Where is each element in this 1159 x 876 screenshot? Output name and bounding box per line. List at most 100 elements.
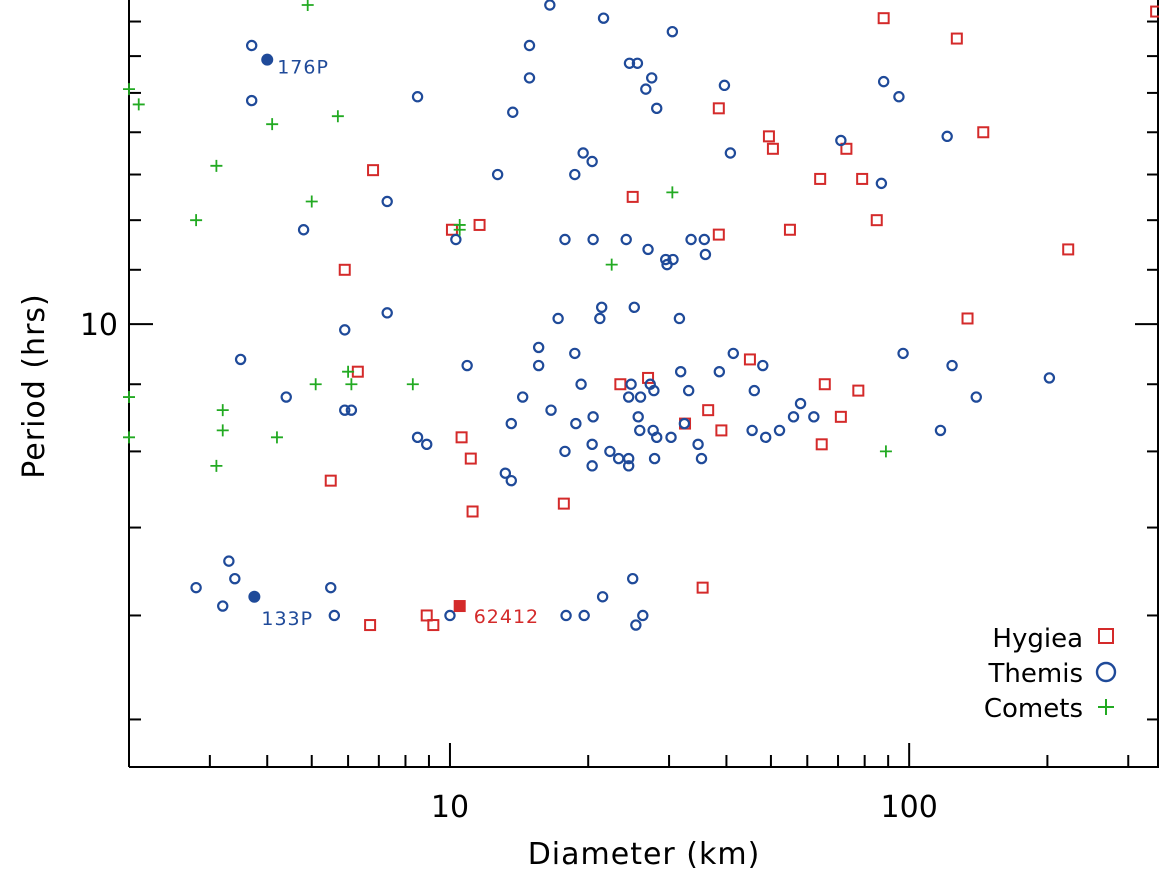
data-point <box>587 233 599 246</box>
data-point <box>646 72 658 84</box>
data-point <box>970 391 982 403</box>
data-point <box>132 98 145 111</box>
legend-label: Hygiea <box>992 624 1083 654</box>
data-point <box>678 417 691 430</box>
data-point <box>339 404 351 416</box>
data-point <box>411 91 424 103</box>
data-point <box>210 459 223 472</box>
data-point <box>642 371 655 384</box>
plot-frame: 10 100 10 <box>80 0 1159 825</box>
data-point <box>626 190 639 203</box>
data-point <box>651 431 663 444</box>
annotations: 176P 133P 62412 <box>248 53 539 630</box>
data-point <box>466 505 479 518</box>
legend-marker <box>1098 699 1114 715</box>
data-point <box>245 39 258 52</box>
data-point <box>444 609 456 622</box>
data-point <box>724 147 737 159</box>
data-point <box>660 253 672 266</box>
data-point <box>622 460 635 472</box>
data-point <box>666 186 679 199</box>
data-point <box>818 378 831 391</box>
data-point <box>339 324 351 336</box>
data-point <box>648 384 660 397</box>
data-point <box>715 424 728 437</box>
data-point <box>586 460 598 472</box>
data-point <box>406 378 419 391</box>
legend-label: Comets <box>984 694 1083 724</box>
data-point <box>461 359 473 372</box>
data-point <box>699 248 712 261</box>
data-point <box>578 609 590 622</box>
data-point <box>834 410 847 423</box>
data-point <box>544 0 556 11</box>
annotation-label: 62412 <box>474 606 539 628</box>
data-point <box>234 353 247 366</box>
data-point <box>757 359 769 372</box>
data-point <box>217 600 229 612</box>
data-point <box>746 424 758 437</box>
data-point <box>345 378 358 391</box>
data-point <box>941 130 953 143</box>
data-point <box>123 431 135 444</box>
data-point <box>301 0 314 11</box>
series-comets <box>123 0 892 472</box>
data-point <box>605 258 618 271</box>
data-point <box>532 341 545 354</box>
data-point <box>893 91 905 103</box>
legend-item-themis: Themis <box>988 659 1117 689</box>
data-point <box>367 164 380 177</box>
data-point <box>897 347 909 360</box>
y-axis-label: Period (hrs) <box>17 293 52 478</box>
data-point <box>499 467 512 479</box>
data-point <box>713 365 726 378</box>
data-point <box>216 424 229 437</box>
data-point <box>587 411 599 423</box>
data-point <box>464 452 477 465</box>
data-point <box>421 438 433 451</box>
data-point <box>229 572 241 585</box>
x-axis-label: Diameter (km) <box>528 837 761 872</box>
data-point <box>560 609 572 622</box>
data-point <box>575 378 587 390</box>
data-point <box>667 253 679 266</box>
data-point <box>381 195 393 208</box>
data-point <box>835 134 847 147</box>
data-point <box>625 378 637 390</box>
data-point <box>594 312 606 325</box>
data-point <box>338 263 351 276</box>
data-point <box>640 83 652 95</box>
data-point <box>814 172 827 185</box>
data-point <box>505 417 517 430</box>
data-point <box>759 431 772 444</box>
legend-label: Themis <box>988 659 1083 689</box>
data-point <box>783 223 796 236</box>
data-point <box>190 214 203 227</box>
data-point <box>762 130 775 143</box>
data-point <box>623 57 636 69</box>
data-point <box>559 445 571 458</box>
data-point <box>946 359 958 372</box>
data-point <box>545 404 557 416</box>
data-point <box>569 168 581 181</box>
data-point <box>628 301 640 313</box>
data-point <box>856 172 869 185</box>
data-point <box>934 424 947 437</box>
data-point <box>634 424 646 437</box>
data-point <box>696 581 709 594</box>
data-point <box>875 177 888 190</box>
data-point <box>324 474 337 487</box>
data-point <box>698 233 711 246</box>
data-point <box>622 452 635 465</box>
data-point <box>637 609 649 622</box>
data-point <box>648 452 661 465</box>
data-point <box>305 195 318 208</box>
data-point <box>342 365 355 378</box>
data-point <box>559 233 571 246</box>
legend-marker <box>1095 661 1117 683</box>
data-point <box>1043 372 1056 384</box>
data-point <box>614 378 627 391</box>
data-point <box>870 214 883 227</box>
legend: Hygiea Themis Comets <box>984 624 1117 724</box>
